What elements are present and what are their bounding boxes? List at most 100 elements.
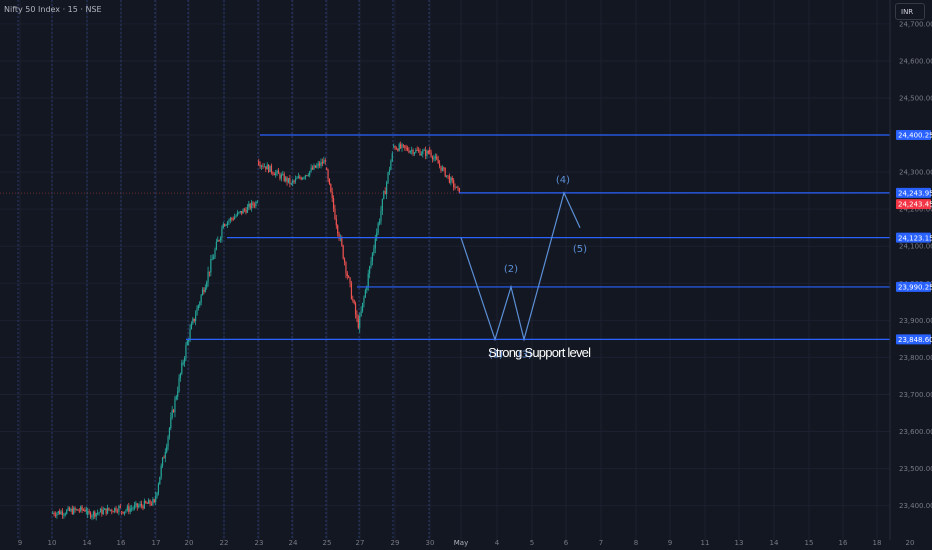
candle-body <box>384 191 386 195</box>
candle-body <box>52 512 54 514</box>
symbol-legend[interactable]: Nifty 50 Index · 15 · NSE <box>4 5 102 14</box>
candle-body <box>411 150 413 152</box>
candle-body <box>248 203 250 207</box>
candle-body <box>94 511 96 517</box>
candle-body <box>289 178 291 184</box>
candle-body <box>239 210 241 213</box>
candle-body <box>249 203 251 209</box>
candle-body <box>285 177 287 182</box>
candle-body <box>91 515 93 518</box>
time-tick-label: 25 <box>323 539 332 547</box>
time-tick-label: 7 <box>599 539 603 547</box>
candle-body <box>228 220 230 222</box>
candle-body <box>193 318 195 321</box>
candle-body <box>427 150 429 154</box>
candle-body <box>419 150 421 156</box>
time-tick-label: 6 <box>564 539 569 547</box>
candle-body <box>61 511 64 516</box>
candle-body <box>341 237 343 246</box>
time-tick-label: 30 <box>426 539 435 547</box>
level-price-badge <box>896 281 931 292</box>
candle-body <box>453 180 455 188</box>
candle-body <box>448 175 451 183</box>
candle-body <box>381 198 383 211</box>
candle-body <box>190 323 193 330</box>
candle-body <box>142 505 144 509</box>
candle-body <box>222 224 224 229</box>
candle-body <box>66 510 68 514</box>
candle-body <box>346 273 348 277</box>
candle-body <box>59 511 61 515</box>
time-tick-label: 20 <box>185 539 194 547</box>
candle-body <box>105 508 107 514</box>
time-tick-label: 17 <box>152 539 161 547</box>
candle-body <box>71 508 73 514</box>
candle-body <box>234 216 236 220</box>
candle-body <box>92 511 94 516</box>
candle-body <box>300 177 302 180</box>
candle-body <box>88 511 90 513</box>
candle-body <box>319 163 321 166</box>
candle-body <box>214 249 216 258</box>
currency-button[interactable]: INR <box>895 3 925 20</box>
candle-body <box>135 503 137 506</box>
candle-body <box>245 210 247 213</box>
candle-body <box>210 259 212 273</box>
candle-body <box>157 484 160 493</box>
candle-body <box>262 165 264 167</box>
candle-body <box>159 476 161 485</box>
time-tick-label: May <box>454 539 468 547</box>
price-tick-label: 24,200.00 <box>899 206 932 214</box>
candle-body <box>293 180 295 182</box>
candle-body <box>380 210 382 221</box>
candle-body <box>307 175 309 177</box>
time-tick-label: 5 <box>530 539 534 547</box>
candle-body <box>145 501 147 503</box>
candle-body <box>376 232 378 239</box>
candle-body <box>203 289 205 293</box>
level-price-label: 24,400.25 <box>898 132 932 140</box>
candle-body <box>195 315 197 321</box>
candle-body <box>153 499 155 502</box>
candle-body <box>166 446 168 453</box>
candle-body <box>101 508 103 515</box>
candle-body <box>226 221 229 226</box>
candle-body <box>280 174 282 179</box>
candle-body <box>200 295 202 303</box>
price-tick-label: 23,500.00 <box>899 465 932 473</box>
candle-body <box>366 287 368 290</box>
candle-body <box>279 173 281 179</box>
level-price-label: 24,123.15 <box>898 234 932 242</box>
candle-body <box>114 507 116 512</box>
candle-body <box>98 512 100 514</box>
candle-body <box>78 510 80 512</box>
candle-body <box>409 150 411 153</box>
candle-body <box>294 178 297 181</box>
candle-body <box>60 511 62 515</box>
candle-body <box>422 150 424 154</box>
price-tick-label: 24,300.00 <box>899 169 932 177</box>
candle-body <box>426 150 428 156</box>
candle-body <box>275 172 277 176</box>
candle-body <box>174 398 176 413</box>
price-axis: 24,700.0024,600.0024,500.0024,400.0024,3… <box>896 20 932 510</box>
candle-body <box>350 283 353 300</box>
candle-body <box>455 186 458 188</box>
candle-body <box>330 183 332 192</box>
candle-body <box>390 160 392 170</box>
candle-body <box>420 153 422 156</box>
candle-body <box>242 209 244 214</box>
candle-body <box>265 166 267 170</box>
time-tick-label: 18 <box>873 539 882 547</box>
candle-body <box>447 175 449 177</box>
candle-body <box>370 261 372 267</box>
candle-body <box>179 373 182 379</box>
time-tick-label: 9 <box>18 539 22 547</box>
candle-body <box>185 344 187 359</box>
time-tick-label: 11 <box>701 539 710 547</box>
candle-body <box>182 362 184 364</box>
candle-body <box>286 177 288 183</box>
wave-label: (4) <box>556 175 570 186</box>
